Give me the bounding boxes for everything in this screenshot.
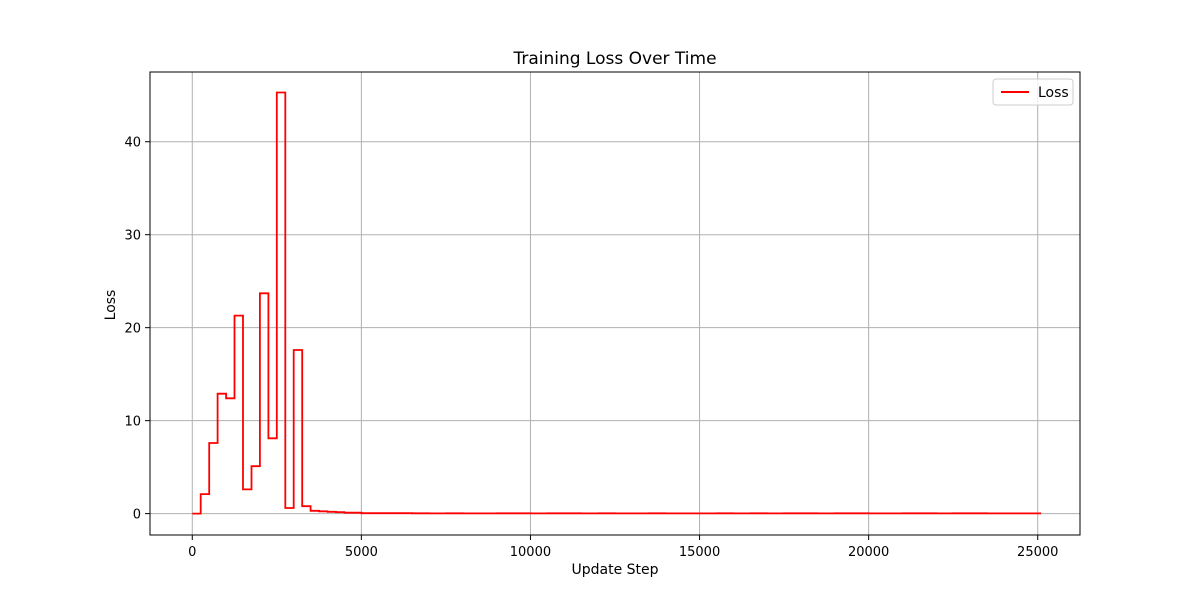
x-tick-label: 20000	[848, 545, 889, 560]
y-tick-label: 0	[133, 508, 141, 523]
x-axis-label: Update Step	[571, 562, 658, 578]
plot-area	[192, 91, 1042, 515]
y-tick-label: 20	[124, 322, 141, 337]
x-tick-label: 25000	[1017, 545, 1058, 560]
y-tick-label: 10	[124, 415, 141, 430]
x-tick-label: 0	[188, 545, 196, 560]
x-tick-label: 5000	[345, 545, 378, 560]
legend: Loss	[992, 78, 1074, 106]
y-axis-label: Loss	[103, 290, 119, 321]
x-tick-label: 10000	[510, 545, 551, 560]
chart-title: Training Loss Over Time	[512, 49, 716, 69]
x-axis-ticks: 0 5000 10000 15000 20000 25000	[188, 535, 1058, 560]
y-tick-label: 30	[124, 229, 141, 244]
y-tick-label: 40	[124, 136, 141, 151]
plot-frame	[149, 71, 1081, 536]
series-line-loss	[192, 91, 1042, 515]
y-axis-ticks: 0 10 20 30 40	[124, 136, 150, 523]
legend-entry-label: Loss	[1038, 85, 1069, 101]
grid	[150, 72, 1080, 535]
legend-box	[992, 78, 1074, 106]
x-tick-label: 15000	[679, 545, 720, 560]
